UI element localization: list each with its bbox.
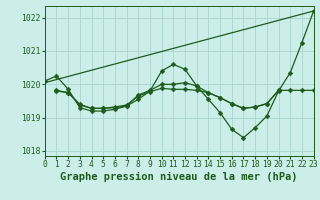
- X-axis label: Graphe pression niveau de la mer (hPa): Graphe pression niveau de la mer (hPa): [60, 172, 298, 182]
